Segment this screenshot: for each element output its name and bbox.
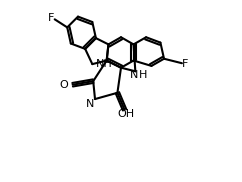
Text: OH: OH (118, 109, 135, 119)
Text: H: H (139, 70, 147, 80)
Text: NH: NH (96, 60, 113, 70)
Text: F: F (182, 59, 188, 69)
Text: F: F (48, 13, 54, 23)
Text: O: O (59, 80, 68, 90)
Text: N: N (86, 99, 95, 109)
Text: N: N (130, 70, 138, 80)
